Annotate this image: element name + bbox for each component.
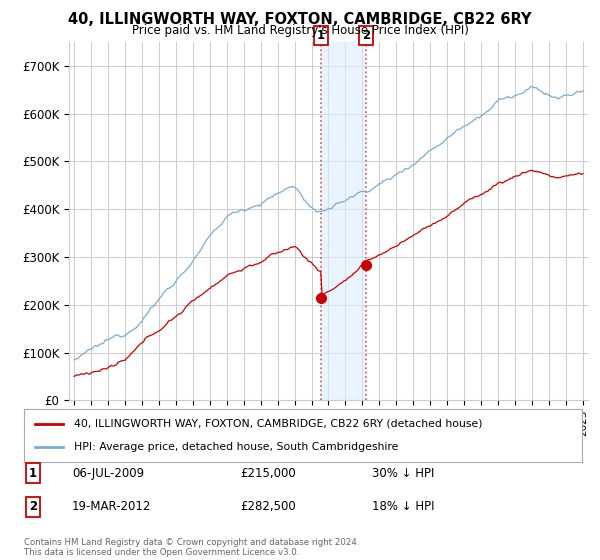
Text: 1: 1 [317, 29, 325, 42]
Text: 19-MAR-2012: 19-MAR-2012 [72, 500, 151, 514]
Text: 1: 1 [29, 466, 37, 480]
Text: 18% ↓ HPI: 18% ↓ HPI [372, 500, 434, 514]
Text: £215,000: £215,000 [240, 466, 296, 480]
Bar [320, 42, 366, 400]
Text: 40, ILLINGWORTH WAY, FOXTON, CAMBRIDGE, CB22 6RY (detached house): 40, ILLINGWORTH WAY, FOXTON, CAMBRIDGE, … [74, 419, 483, 429]
Text: 2: 2 [362, 29, 370, 42]
Text: £282,500: £282,500 [240, 500, 296, 514]
Text: 06-JUL-2009: 06-JUL-2009 [72, 466, 144, 480]
Text: 30% ↓ HPI: 30% ↓ HPI [372, 466, 434, 480]
Text: HPI: Average price, detached house, South Cambridgeshire: HPI: Average price, detached house, Sout… [74, 442, 398, 452]
Text: 40, ILLINGWORTH WAY, FOXTON, CAMBRIDGE, CB22 6RY: 40, ILLINGWORTH WAY, FOXTON, CAMBRIDGE, … [68, 12, 532, 27]
Text: Price paid vs. HM Land Registry's House Price Index (HPI): Price paid vs. HM Land Registry's House … [131, 24, 469, 36]
Text: 2: 2 [29, 500, 37, 514]
Text: Contains HM Land Registry data © Crown copyright and database right 2024.
This d: Contains HM Land Registry data © Crown c… [24, 538, 359, 557]
